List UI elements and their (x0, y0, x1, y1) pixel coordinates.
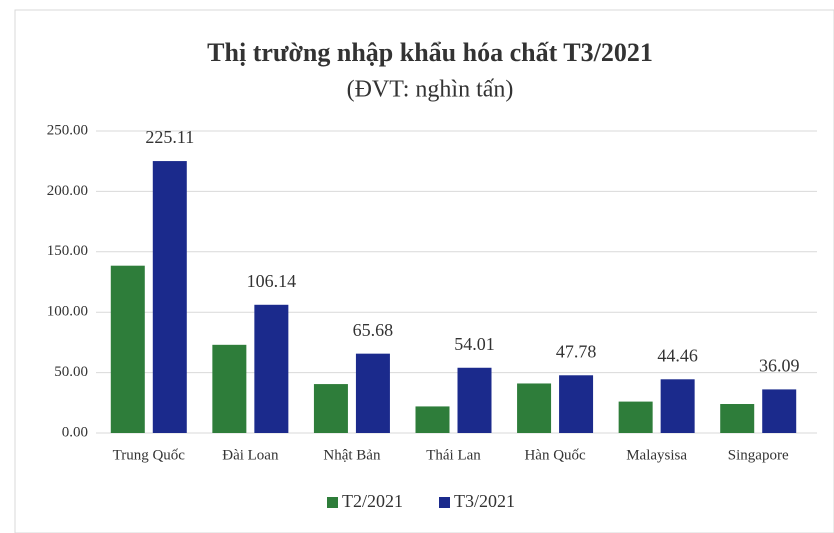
y-tick-label: 250.00 (47, 122, 88, 138)
bar (720, 404, 755, 433)
bar (212, 344, 247, 433)
data-label: 54.01 (454, 334, 495, 354)
legend-label: T2/2021 (342, 491, 403, 511)
bar (618, 401, 653, 433)
y-tick-label: 100.00 (47, 304, 88, 320)
data-label: 47.78 (556, 341, 597, 361)
x-tick-label: Đài Loan (222, 447, 279, 463)
legend-swatch (439, 497, 450, 508)
y-tick-label: 200.00 (47, 183, 88, 199)
bar (762, 389, 797, 433)
bar (415, 406, 450, 433)
chart-subtitle: (ĐVT: nghìn tấn) (347, 77, 514, 103)
bar (457, 367, 492, 433)
bar (152, 161, 187, 433)
chart-title: Thị trường nhập khẩu hóa chất T3/2021 (207, 38, 653, 67)
data-label: 106.14 (247, 271, 297, 291)
data-label: 225.11 (145, 127, 194, 147)
data-label: 65.68 (353, 320, 394, 340)
bar (559, 375, 594, 433)
legend-swatch (327, 497, 338, 508)
x-tick-label: Nhật Bản (323, 447, 381, 463)
legend-label: T3/2021 (454, 491, 515, 511)
y-tick-label: 0.00 (62, 424, 88, 440)
data-label: 44.46 (657, 345, 698, 365)
chart-border (14, 9, 834, 533)
x-tick-label: Thái Lan (426, 447, 481, 463)
x-tick-label: Hàn Quốc (524, 447, 586, 463)
bar (660, 379, 695, 433)
bar (355, 353, 390, 433)
bar (254, 304, 289, 433)
bar (517, 383, 552, 433)
bar (313, 384, 348, 433)
x-tick-label: Malaysisa (626, 447, 687, 463)
y-tick-label: 50.00 (54, 364, 88, 380)
bar (110, 265, 145, 433)
data-label: 36.09 (759, 356, 800, 376)
x-tick-label: Trung Quốc (113, 447, 186, 463)
y-tick-label: 150.00 (47, 243, 88, 259)
x-tick-label: Singapore (728, 447, 789, 463)
